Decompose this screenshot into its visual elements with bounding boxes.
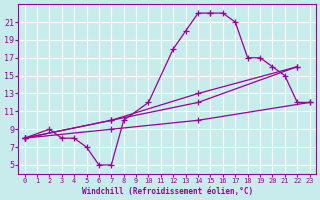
X-axis label: Windchill (Refroidissement éolien,°C): Windchill (Refroidissement éolien,°C) (82, 187, 253, 196)
